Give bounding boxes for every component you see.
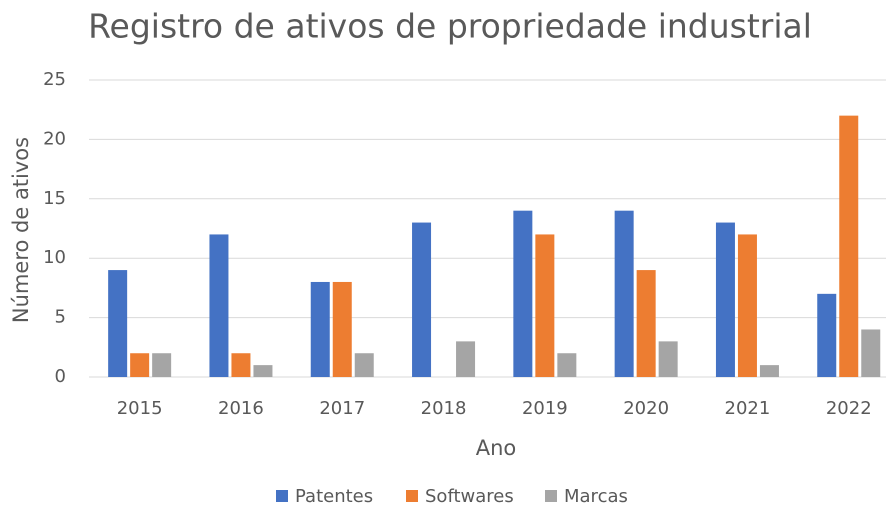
bar [209, 234, 229, 377]
bar [839, 115, 859, 377]
x-tick-label: 2022 [826, 398, 872, 419]
bar [535, 234, 555, 377]
y-tick-label: 5 [55, 307, 66, 328]
legend-swatch [406, 490, 418, 502]
y-tick-label: 25 [43, 69, 66, 90]
bar [636, 270, 656, 377]
bar [456, 341, 476, 377]
y-tick-label: 10 [43, 247, 66, 268]
x-tick-label: 2020 [623, 398, 669, 419]
y-tick-label: 15 [43, 188, 66, 209]
bar [861, 329, 881, 377]
bar [152, 353, 172, 377]
x-tick-label: 2017 [319, 398, 365, 419]
x-tick-label: 2018 [421, 398, 467, 419]
bar [231, 353, 251, 377]
bar [130, 353, 150, 377]
legend-label: Softwares [425, 486, 514, 507]
legend-label: Patentes [295, 486, 373, 507]
bar [715, 222, 735, 377]
legend-swatch [545, 490, 557, 502]
legend-swatch [276, 490, 288, 502]
bar [412, 222, 432, 377]
x-tick-label: 2019 [522, 398, 568, 419]
bar [817, 293, 837, 377]
bar [513, 210, 533, 377]
y-tick-label: 20 [43, 128, 66, 149]
x-tick-label: 2016 [218, 398, 264, 419]
bar [557, 353, 577, 377]
bar [332, 281, 352, 377]
bar [658, 341, 678, 377]
bar [253, 365, 273, 377]
bar [614, 210, 634, 377]
x-tick-label: 2015 [117, 398, 163, 419]
bar [354, 353, 374, 377]
y-axis-label: Número de ativos [9, 137, 33, 323]
chart-title: Registro de ativos de propriedade indust… [88, 7, 812, 46]
bar [759, 365, 779, 377]
legend-label: Marcas [564, 486, 628, 507]
x-tick-label: 2021 [725, 398, 771, 419]
bar [310, 281, 330, 377]
x-axis-label: Ano [476, 436, 517, 460]
bar [108, 270, 128, 377]
bar [737, 234, 757, 377]
y-tick-label: 0 [55, 366, 66, 387]
